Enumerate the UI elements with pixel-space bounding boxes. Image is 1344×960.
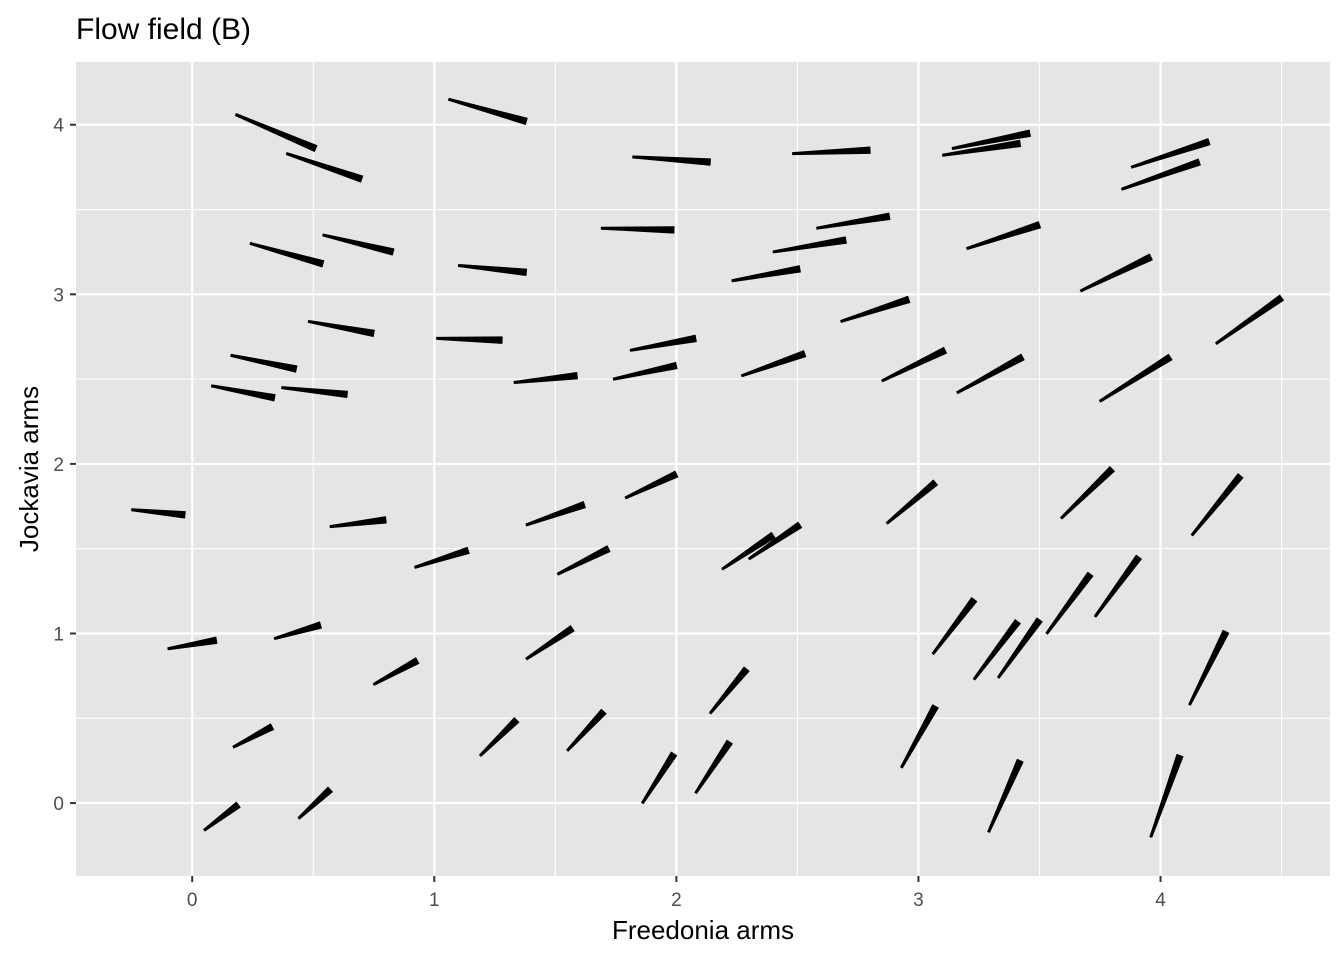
flow-segment bbox=[881, 346, 947, 383]
x-tick-label: 3 bbox=[913, 890, 924, 911]
y-tick-label: 1 bbox=[53, 624, 64, 645]
flow-segments bbox=[131, 97, 1284, 838]
flow-segment bbox=[600, 226, 675, 234]
flow-segment bbox=[479, 717, 520, 757]
flow-segment bbox=[624, 470, 679, 500]
flow-segment bbox=[997, 617, 1043, 679]
flow-segment bbox=[1190, 473, 1244, 537]
flow-segment bbox=[632, 155, 711, 166]
flow-segment bbox=[457, 264, 528, 276]
flow-segment bbox=[307, 319, 375, 337]
y-tick-label: 3 bbox=[53, 285, 64, 306]
flow-segment bbox=[210, 384, 276, 402]
flow-segment bbox=[1130, 138, 1211, 169]
flow-segment bbox=[951, 129, 1031, 150]
flow-segment bbox=[230, 353, 298, 373]
flow-segment bbox=[281, 386, 348, 399]
flow-segment bbox=[414, 546, 470, 569]
flow-segment bbox=[513, 372, 578, 385]
flow-segment bbox=[232, 723, 275, 749]
flow-segment bbox=[1215, 294, 1284, 345]
flow-segment bbox=[792, 146, 871, 156]
flow-segment bbox=[840, 295, 911, 323]
minor-gridlines bbox=[76, 62, 1330, 876]
flow-segment bbox=[525, 501, 586, 527]
flow-segment bbox=[448, 97, 528, 125]
flow-segment bbox=[436, 336, 503, 344]
flow-segment bbox=[956, 353, 1025, 395]
flow-segment bbox=[329, 516, 387, 529]
chart-title: Flow field (B) bbox=[76, 13, 251, 46]
flow-segment bbox=[1120, 158, 1201, 191]
flow-segment bbox=[1093, 554, 1142, 618]
flow-segment bbox=[167, 636, 218, 651]
flow-segment bbox=[273, 621, 322, 641]
flow-segment bbox=[942, 139, 1022, 157]
flow-segment bbox=[1045, 571, 1094, 635]
flow-segment bbox=[740, 350, 807, 378]
flow-segment bbox=[931, 597, 978, 655]
y-tick-label: 2 bbox=[53, 455, 64, 476]
x-tick-label: 1 bbox=[429, 890, 440, 911]
flow-segment bbox=[747, 521, 803, 561]
flow-segment bbox=[566, 708, 607, 752]
flow-segment bbox=[612, 361, 678, 381]
y-axis-ticks: 0 1 2 3 4 bbox=[53, 116, 76, 815]
flow-segment bbox=[131, 508, 186, 519]
flow-segment bbox=[234, 113, 318, 152]
flow-segment bbox=[816, 212, 891, 230]
flow-segment bbox=[694, 739, 733, 794]
flow-segment bbox=[203, 801, 241, 832]
flow-segment bbox=[1149, 754, 1184, 838]
flow-segment bbox=[641, 751, 678, 805]
flow-segment bbox=[249, 241, 325, 268]
flow-segment bbox=[297, 786, 333, 820]
x-tick-label: 0 bbox=[187, 890, 198, 911]
y-tick-label: 4 bbox=[53, 116, 64, 137]
flow-segment bbox=[1079, 253, 1153, 293]
x-axis-ticks: 0 1 2 3 4 bbox=[187, 876, 1166, 911]
x-tick-label: 2 bbox=[671, 890, 682, 911]
flow-segment bbox=[721, 531, 776, 571]
flow-segment bbox=[987, 758, 1024, 833]
flow-segment bbox=[900, 704, 939, 769]
y-tick-label: 0 bbox=[53, 794, 64, 815]
flow-segment bbox=[772, 236, 847, 254]
flow-segment bbox=[972, 619, 1021, 681]
flow-segment bbox=[1098, 353, 1173, 403]
x-axis-title: Freedonia arms bbox=[612, 915, 794, 945]
flow-segment bbox=[372, 657, 420, 686]
plot-panel bbox=[76, 62, 1330, 876]
flow-segment bbox=[285, 152, 364, 183]
x-tick-label: 4 bbox=[1155, 890, 1166, 911]
flow-segment bbox=[1060, 466, 1115, 520]
flow-segment bbox=[885, 479, 938, 525]
y-axis-title: Jockavia arms bbox=[14, 386, 44, 552]
flow-segment bbox=[629, 334, 697, 352]
flow-segment bbox=[1188, 629, 1230, 706]
flow-segment bbox=[708, 666, 750, 715]
flow-segment bbox=[322, 233, 395, 256]
flow-segment bbox=[731, 265, 801, 283]
flow-segment bbox=[556, 545, 611, 576]
flow-segment bbox=[966, 221, 1041, 250]
flow-segment bbox=[525, 625, 575, 661]
